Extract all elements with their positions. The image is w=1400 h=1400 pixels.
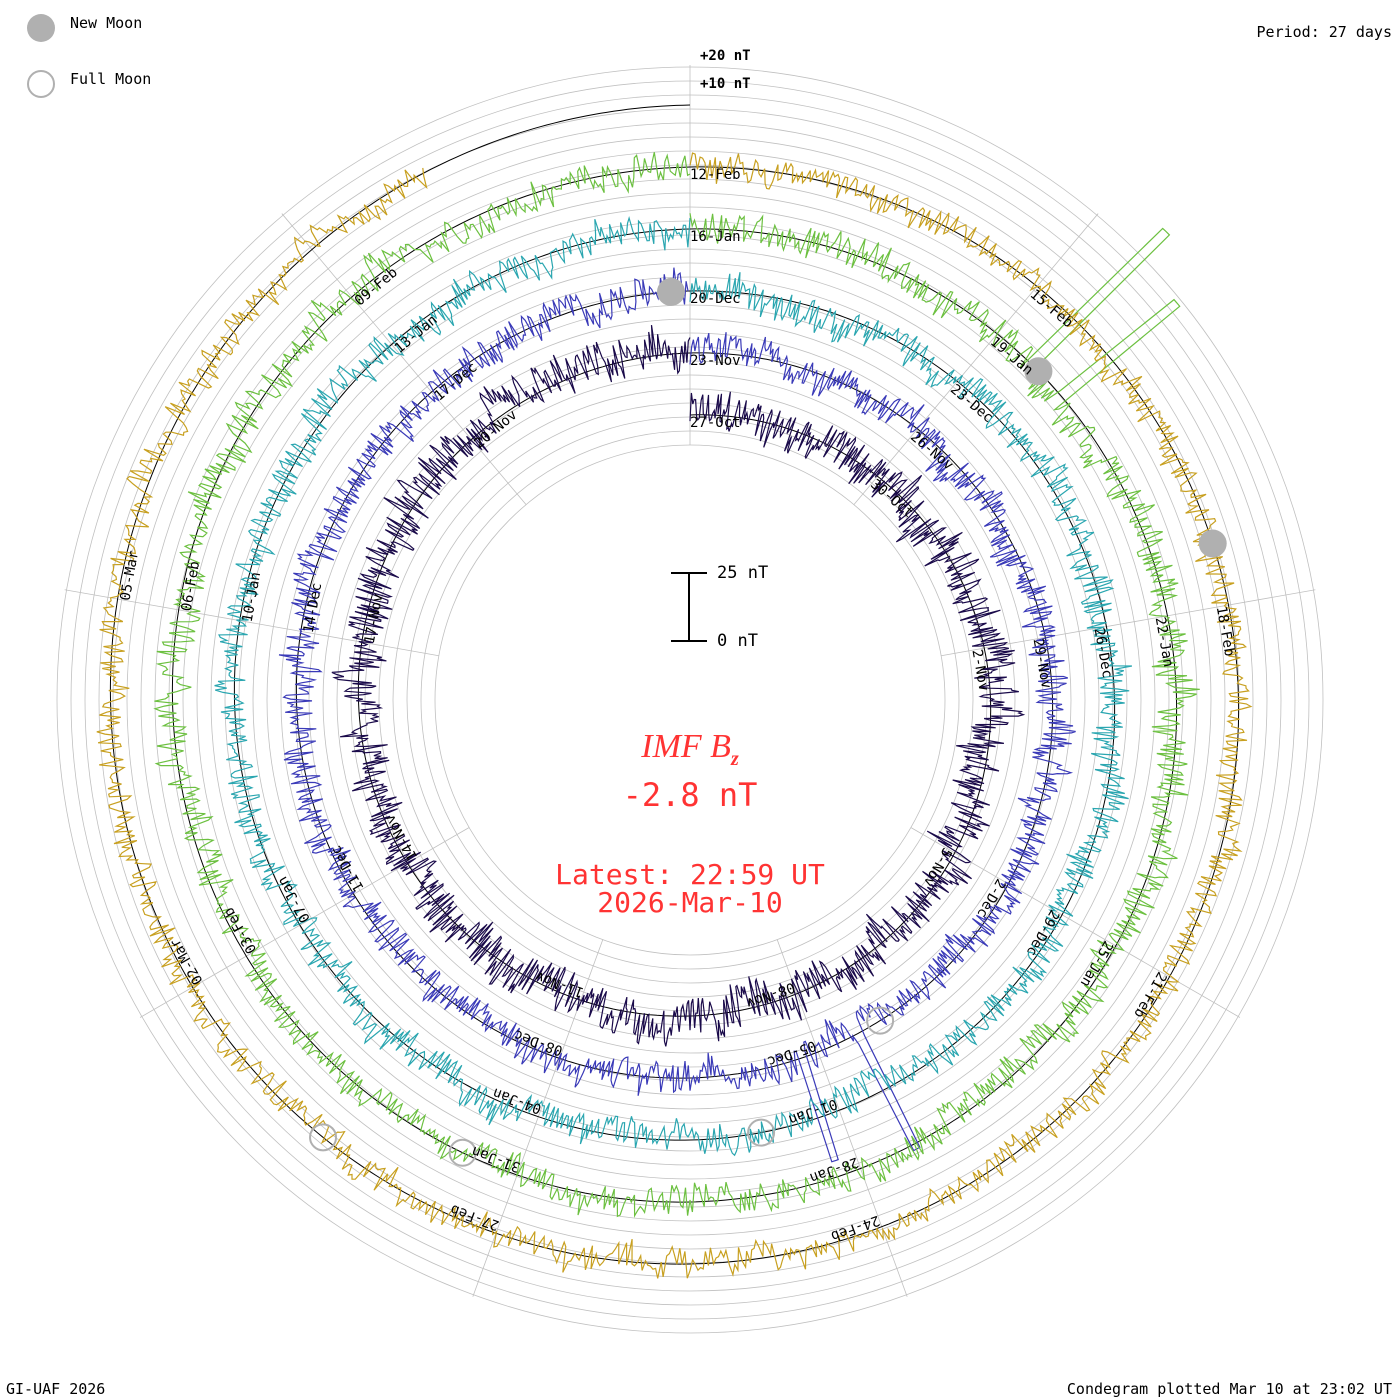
headline-subscript: z xyxy=(730,747,739,770)
date-label: 31-Jan xyxy=(470,1143,523,1175)
date-label: 2-Nov xyxy=(968,648,991,692)
grid-spoke xyxy=(64,589,439,657)
new-moon-icon xyxy=(1198,529,1227,558)
bz-series xyxy=(96,152,1253,1279)
ring-scale-label-10: +10 nT xyxy=(700,76,751,92)
date-label: 05-Mar xyxy=(118,549,143,602)
date-label: 27-Oct xyxy=(690,415,741,431)
scale-bar-bottom-label: 0 nT xyxy=(717,631,758,651)
full-moon-icon xyxy=(309,1123,338,1152)
new-moon-icon xyxy=(1024,357,1053,386)
period-label: Period: 27 days xyxy=(1256,23,1392,41)
date-label: 08-Dec xyxy=(512,1026,565,1058)
full-moon-icon xyxy=(27,70,55,98)
series-4 xyxy=(153,152,1200,1219)
series-line xyxy=(153,152,1200,1219)
grid-spoke xyxy=(853,213,1099,505)
zero-reference-spiral xyxy=(109,104,1240,1265)
scale-bar-top-label: 25 nT xyxy=(717,563,769,583)
footer-plot-time: Condegram plotted Mar 10 at 23:02 UT xyxy=(1066,1380,1392,1398)
grid-spoke xyxy=(776,939,908,1297)
series-1 xyxy=(331,325,1026,1047)
date-label: 16-Jan xyxy=(690,229,741,245)
headline-quantity: IMF Bz xyxy=(500,728,880,771)
scale-bar xyxy=(671,572,707,642)
series-line xyxy=(96,152,1253,1279)
full-moon-icon xyxy=(747,1118,776,1147)
date-label: 27-Feb xyxy=(448,1201,501,1233)
full-moon-label: Full Moon xyxy=(70,70,152,88)
date-label: 19-Jan xyxy=(987,334,1036,379)
moon-markers xyxy=(309,277,1227,1167)
zero-reference-line xyxy=(109,104,1240,1265)
date-label: 20-Nov xyxy=(471,407,520,452)
date-label: 25-Jan xyxy=(1077,938,1116,990)
date-label: 11-Nov xyxy=(533,968,586,1000)
date-label: 08-Nov xyxy=(744,979,797,1011)
date-label: 24-Feb xyxy=(829,1212,882,1244)
date-label: 12-Feb xyxy=(690,167,741,183)
headline-quantity-name: IMF xyxy=(641,728,702,765)
date-label: 26-Dec xyxy=(1091,627,1116,680)
grid-spoke xyxy=(910,827,1241,1018)
series-line xyxy=(331,325,1026,1047)
date-label: 20-Dec xyxy=(690,291,741,307)
series-3 xyxy=(214,215,1133,1157)
grid-spokes xyxy=(64,65,1316,1297)
full-moon-icon xyxy=(866,1006,895,1035)
headline-symbol: B xyxy=(710,728,731,765)
series-5 xyxy=(96,152,1253,1279)
date-label: 23-Nov xyxy=(690,353,741,369)
series-line xyxy=(278,267,1076,1163)
latest-time: Latest: 22:59 UT xyxy=(555,858,825,891)
new-moon-icon xyxy=(27,14,55,42)
full-moon-icon xyxy=(448,1138,477,1167)
date-label: 01-Jan xyxy=(786,1095,839,1127)
latest-date: 2026-Mar-10 xyxy=(597,886,783,919)
headline-value: -2.8 nT xyxy=(622,776,758,814)
grid-spoke xyxy=(281,213,527,505)
date-label: 17-Dec xyxy=(431,359,480,404)
footer-credit: GI-UAF 2026 xyxy=(6,1380,106,1398)
date-label: 02-Mar xyxy=(167,935,206,987)
grid-spoke xyxy=(472,939,604,1297)
new-moon-icon xyxy=(656,277,685,306)
date-label: 22-Jan xyxy=(1152,616,1177,669)
date-label: 18-Feb xyxy=(1213,605,1238,658)
series-2 xyxy=(278,267,1076,1163)
new-moon-label: New Moon xyxy=(70,14,143,32)
date-label: 29-Nov xyxy=(1030,637,1055,690)
series-line xyxy=(214,215,1133,1157)
date-label: 2-Dec xyxy=(973,876,1008,921)
date-label: 13-Jan xyxy=(392,312,441,357)
ring-scale-label-20: +20 nT xyxy=(700,48,751,64)
